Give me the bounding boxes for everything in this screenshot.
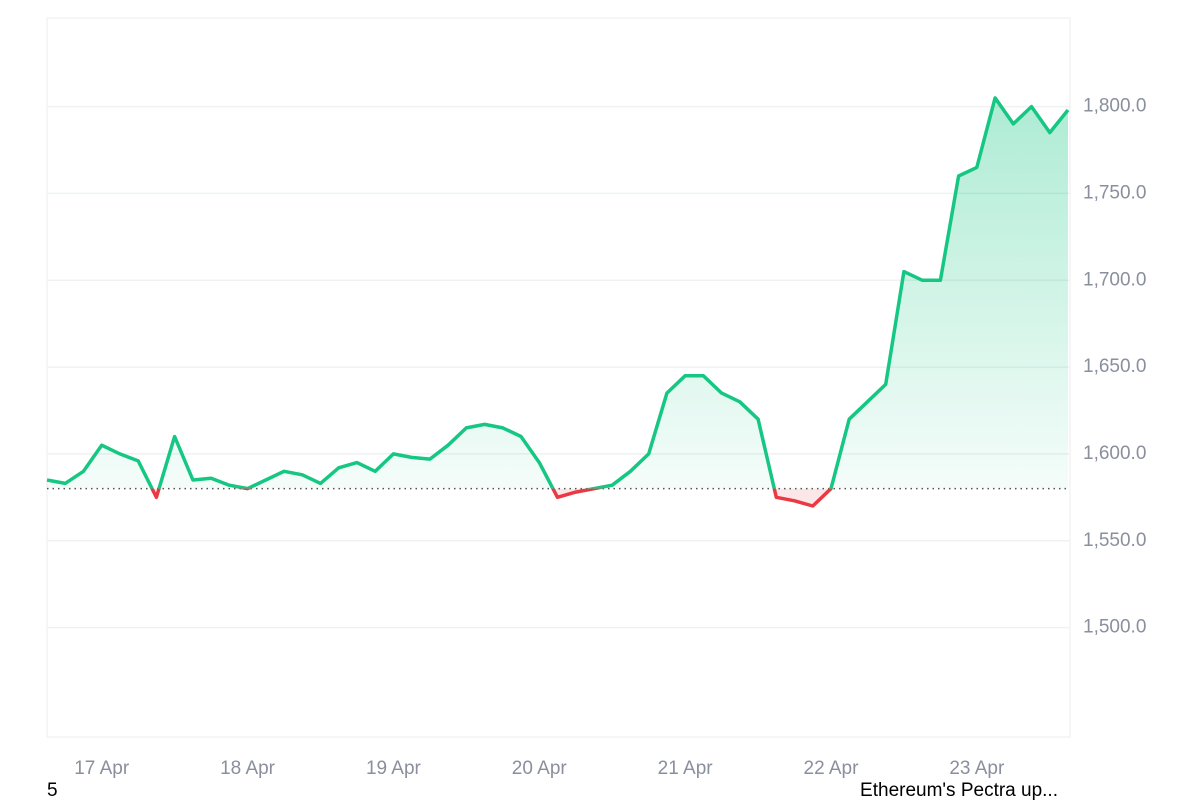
y-tick-label: 1,600.0	[1083, 443, 1146, 464]
x-tick-label: 23 Apr	[949, 758, 1005, 779]
y-tick-label: 1,550.0	[1083, 530, 1146, 551]
y-tick-label: 1,700.0	[1083, 269, 1146, 290]
line-above	[46, 96, 1070, 489]
x-tick-label: 20 Apr	[512, 758, 568, 779]
plot-frame	[46, 17, 1071, 738]
x-tick-label: 19 Apr	[366, 758, 422, 779]
area-below	[47, 488, 1068, 506]
x-tick-label: 21 Apr	[658, 758, 714, 779]
y-tick-label: 1,500.0	[1083, 617, 1146, 638]
x-tick-label: 22 Apr	[804, 758, 860, 779]
annotation: 5	[47, 780, 58, 800]
annotation: Ethereum's Pectra up...	[860, 780, 1058, 800]
x-tick-label: 18 Apr	[220, 758, 276, 779]
y-tick-label: 1,650.0	[1083, 356, 1146, 377]
x-tick-label: 17 Apr	[74, 758, 130, 779]
y-tick-label: 1,750.0	[1083, 182, 1146, 203]
area-above	[47, 97, 1068, 489]
y-tick-label: 1,800.0	[1083, 96, 1146, 117]
line-below	[150, 488, 833, 508]
